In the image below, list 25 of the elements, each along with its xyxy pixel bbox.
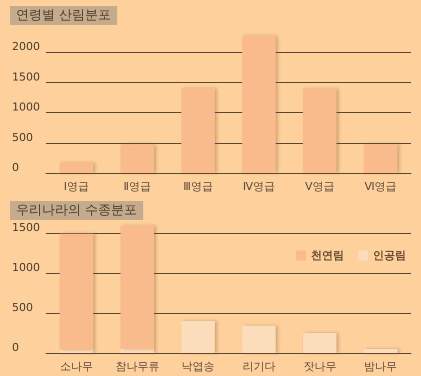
x-tick-label: Ⅴ영급 xyxy=(304,180,335,193)
x-tick-label: 소나무 xyxy=(60,360,93,373)
x-tick-label: Ⅱ영급 xyxy=(124,180,151,193)
legend-label: 인공림 xyxy=(373,249,406,262)
y-tick-label: 1000 xyxy=(12,261,40,274)
y-tick-label: 0 xyxy=(12,161,19,174)
y-tick-label: 1500 xyxy=(12,221,40,234)
y-tick-label: 1000 xyxy=(12,100,40,114)
x-tick-label: Ⅲ영급 xyxy=(183,180,213,193)
x-tick-label: 리기다 xyxy=(242,360,276,373)
x-tick-label: Ⅳ영급 xyxy=(242,180,275,193)
chart-title: 연령별 산림분포 xyxy=(16,8,112,23)
x-tick-label: 낙엽송 xyxy=(182,360,215,373)
y-tick-label: 0 xyxy=(12,341,19,354)
legend-label: 천연림 xyxy=(311,249,344,262)
chart-title: 우리나라의 수종분포 xyxy=(16,203,138,218)
x-tick-label: 참나무류 xyxy=(115,360,160,373)
y-tick-label: 500 xyxy=(12,130,33,144)
x-tick-label: Ⅰ영급 xyxy=(64,180,90,193)
x-tick-label: Ⅵ영급 xyxy=(364,180,397,193)
x-tick-label: 잣나무 xyxy=(303,360,336,373)
y-tick-label: 500 xyxy=(12,301,33,314)
x-tick-label: 밤나무 xyxy=(364,360,398,373)
y-tick-label: 1500 xyxy=(12,70,40,84)
y-tick-label: 2000 xyxy=(12,40,40,54)
